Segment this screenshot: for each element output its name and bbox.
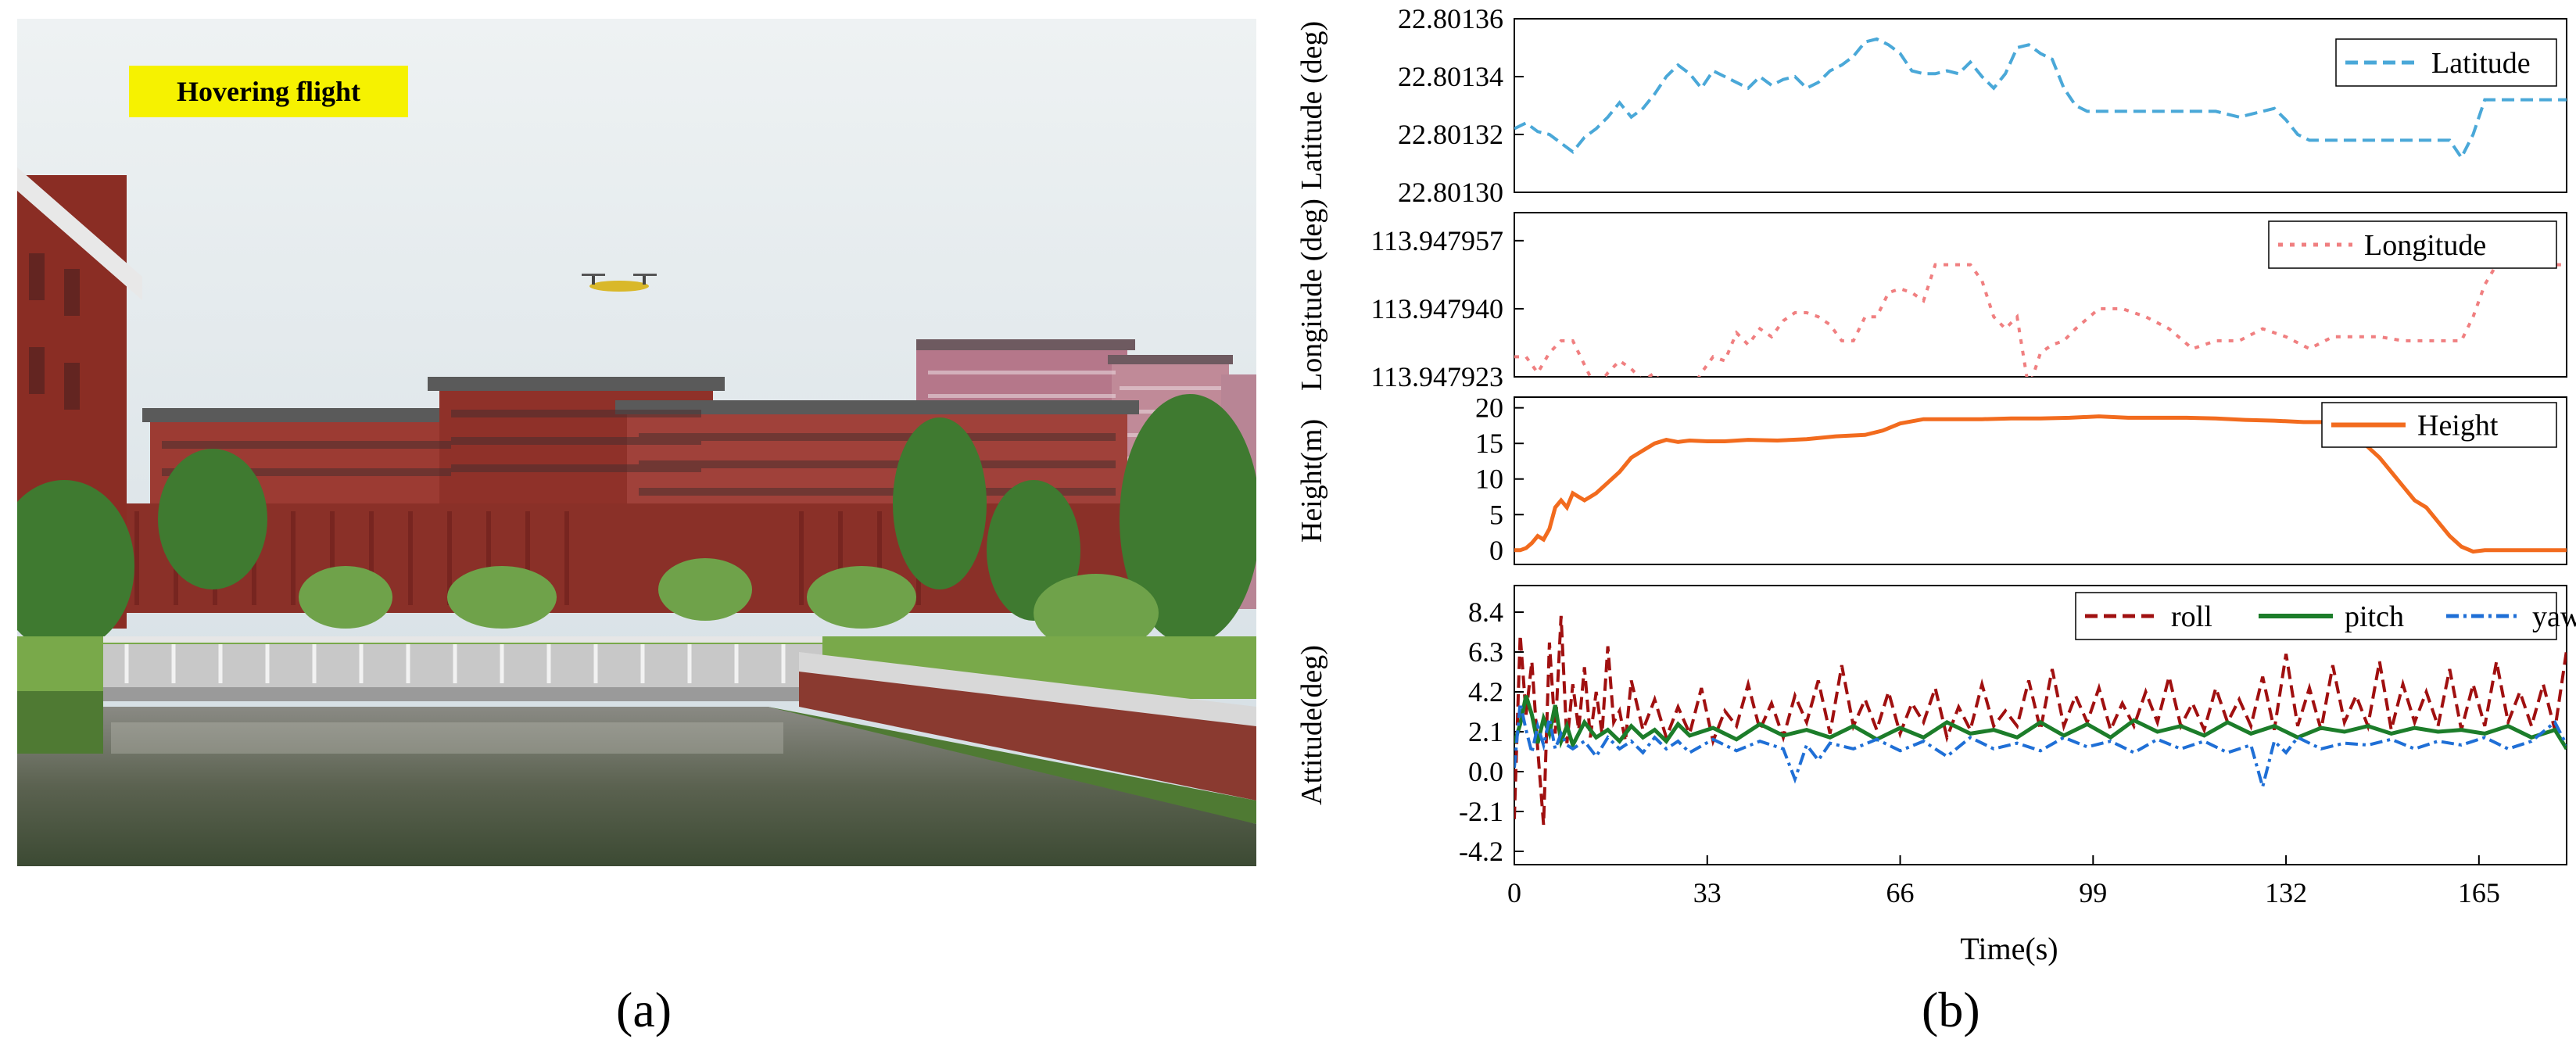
legend: Latitude bbox=[2335, 38, 2557, 87]
plot-frame bbox=[1514, 212, 2567, 378]
legend-label-roll: roll bbox=[2171, 600, 2212, 633]
y-tick-label: 113.947957 bbox=[1370, 225, 1503, 256]
y-tick-label: 15 bbox=[1475, 428, 1503, 459]
y-tick-label: 22.80136 bbox=[1398, 3, 1503, 34]
x-tick-label: 165 bbox=[2458, 877, 2500, 908]
y-tick-label: 0 bbox=[1489, 535, 1503, 566]
hovering-flight-label: Hovering flight bbox=[129, 66, 408, 117]
caption-a: (a) bbox=[616, 982, 672, 1037]
plot-frame bbox=[1514, 396, 2567, 565]
y-tick-label: 10 bbox=[1475, 464, 1503, 495]
legend: Longitude bbox=[2268, 220, 2557, 269]
y-tick-label: 6.3 bbox=[1468, 636, 1503, 668]
x-tick-label: 132 bbox=[2265, 877, 2307, 908]
legend-label-Height: Height bbox=[2417, 410, 2499, 442]
chart-panel-2: 0 5 10 15 20 Height(m) Height bbox=[1295, 392, 2567, 566]
y-tick-label: 20 bbox=[1475, 392, 1503, 424]
drone-icon bbox=[582, 274, 657, 292]
x-tick-label: 99 bbox=[2079, 877, 2107, 908]
y-tick-label: 22.80130 bbox=[1398, 177, 1503, 208]
plot-frame bbox=[1514, 585, 2567, 865]
legend-label-Latitude: Latitude bbox=[2431, 47, 2531, 80]
y-tick-label: 5 bbox=[1489, 499, 1503, 530]
chart-panel-1: 113.947923 113.947940 113.947957 Longitude … bbox=[1295, 199, 2567, 392]
y-axis-label: Longitude (deg) bbox=[1295, 199, 1328, 391]
y-tick-label: 2.1 bbox=[1468, 716, 1503, 747]
y-tick-label: 22.80134 bbox=[1398, 61, 1503, 92]
y-axis-label: Attitude(deg) bbox=[1295, 645, 1328, 805]
series-line-Longitude bbox=[1514, 263, 2567, 377]
legend: roll pitch yaw bbox=[2075, 592, 2576, 640]
y-tick-label: -2.1 bbox=[1459, 796, 1503, 827]
campus-scene bbox=[17, 19, 1256, 866]
legend-label-Longitude: Longitude bbox=[2364, 229, 2486, 262]
x-tick-label: 0 bbox=[1507, 877, 1521, 908]
y-tick-label: -4.2 bbox=[1459, 836, 1503, 867]
hovering-flight-photo: Hovering flight bbox=[17, 19, 1256, 866]
caption-b: (b) bbox=[1922, 982, 1980, 1037]
series-line-roll bbox=[1514, 615, 2567, 826]
y-axis-label: Latitude (deg) bbox=[1295, 21, 1328, 190]
y-tick-label: 22.80132 bbox=[1398, 119, 1503, 150]
series-line-Height bbox=[1514, 414, 2567, 554]
y-tick-label: 113.947923 bbox=[1370, 361, 1503, 392]
series-line-Latitude bbox=[1514, 37, 2567, 161]
y-axis-label: Height(m) bbox=[1295, 419, 1328, 543]
y-tick-label: 0.0 bbox=[1468, 756, 1503, 787]
legend-label-yaw: yaw bbox=[2532, 600, 2576, 633]
y-tick-label: 8.4 bbox=[1468, 596, 1503, 628]
series-line-yaw bbox=[1514, 703, 2567, 794]
y-tick-label: 4.2 bbox=[1468, 676, 1503, 708]
x-tick-label: 66 bbox=[1886, 877, 1915, 908]
chart-panel-3: -4.2 -2.1 0.0 2.1 4.2 6.3 8.4 Attitude(deg) 0 33 6… bbox=[1295, 585, 2576, 966]
legend-label-pitch: pitch bbox=[2345, 600, 2404, 633]
chart-panel-0: 22.80130 22.80132 22.80134 22.80136 Latitude… bbox=[1295, 3, 2567, 208]
x-tick-label: 33 bbox=[1693, 877, 1722, 908]
plot-frame bbox=[1514, 18, 2567, 193]
series-line-pitch bbox=[1514, 695, 2567, 751]
legend: Height bbox=[2321, 402, 2557, 448]
y-tick-label: 113.947940 bbox=[1370, 293, 1503, 324]
x-axis-label: Time(s) bbox=[1960, 931, 2058, 966]
